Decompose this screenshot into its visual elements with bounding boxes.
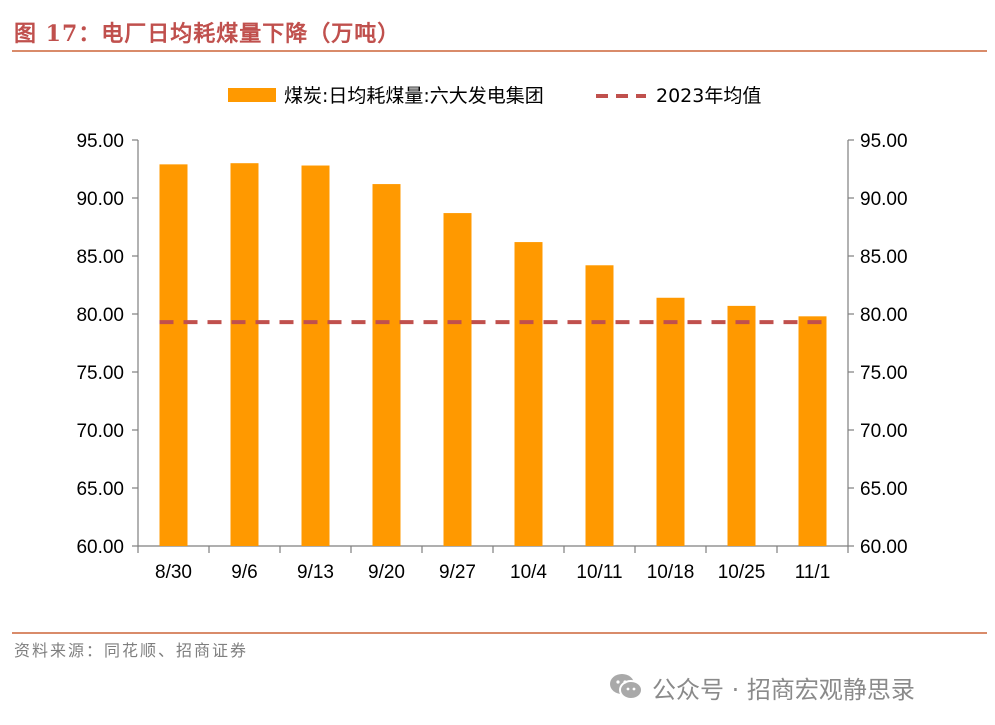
source-note: 资料来源：同花顺、招商证券 — [14, 641, 249, 660]
bar — [443, 213, 472, 546]
legend-bar-swatch — [228, 88, 276, 102]
bar — [656, 297, 685, 546]
chart-axes: 60.00 65.00 70.00 75.00 80.00 85.00 90.00 95.00… — [76, 131, 907, 583]
y-tick-label-left: 90.00 — [76, 189, 124, 210]
x-tick-label: 9/20 — [368, 562, 405, 583]
x-tick-label: 8/30 — [155, 562, 192, 583]
bar — [301, 165, 330, 546]
watermark: 公众号 · 招商宏观静思录 — [608, 670, 915, 704]
legend-line-label: 2023年均值 — [656, 85, 761, 107]
x-tick-label: 10/11 — [576, 562, 622, 583]
watermark-text: 公众号 · 招商宏观静思录 — [652, 675, 915, 704]
bar — [585, 265, 614, 546]
y-tick-label-right: 90.00 — [860, 189, 908, 210]
y-tick-label-left: 75.00 — [76, 363, 124, 384]
y-tick-label-left: 95.00 — [76, 131, 124, 152]
x-tick-label: 10/4 — [510, 562, 547, 583]
y-tick-label-right: 75.00 — [860, 363, 908, 384]
y-tick-label-left: 60.00 — [76, 537, 124, 558]
y-tick-label-right: 95.00 — [860, 131, 908, 152]
wechat-icon — [610, 674, 643, 700]
y-tick-label-left: 85.00 — [76, 247, 124, 268]
y-tick-label-left: 70.00 — [76, 421, 124, 442]
bar — [159, 164, 188, 547]
title-divider — [12, 50, 987, 52]
figure-title: 图 17：电厂日均耗煤量下降（万吨） — [14, 21, 401, 47]
bar — [727, 305, 756, 546]
bar — [372, 184, 401, 546]
y-tick-label-right: 80.00 — [860, 305, 908, 326]
bar — [514, 242, 543, 546]
x-tick-label: 11/1 — [795, 562, 831, 583]
x-tick-label: 9/6 — [231, 562, 257, 583]
y-tick-label-right: 60.00 — [860, 537, 908, 558]
x-tick-label: 9/27 — [439, 562, 476, 583]
x-tick-label: 10/25 — [718, 562, 766, 583]
bar — [230, 163, 259, 546]
chart-bars — [159, 163, 827, 547]
y-tick-label-right: 70.00 — [860, 421, 908, 442]
x-tick-label: 10/18 — [647, 562, 695, 583]
y-tick-label-left: 80.00 — [76, 305, 124, 326]
x-tick-label: 9/13 — [297, 562, 334, 583]
bar — [798, 316, 827, 546]
legend-bar-label: 煤炭:日均耗煤量:六大发电集团 — [284, 85, 544, 107]
y-tick-label-left: 65.00 — [76, 479, 124, 500]
y-tick-label-right: 65.00 — [860, 479, 908, 500]
y-tick-label-right: 85.00 — [860, 247, 908, 268]
footer-divider — [12, 632, 987, 634]
chart-legend: 煤炭:日均耗煤量:六大发电集团 2023年均值 — [228, 85, 761, 107]
